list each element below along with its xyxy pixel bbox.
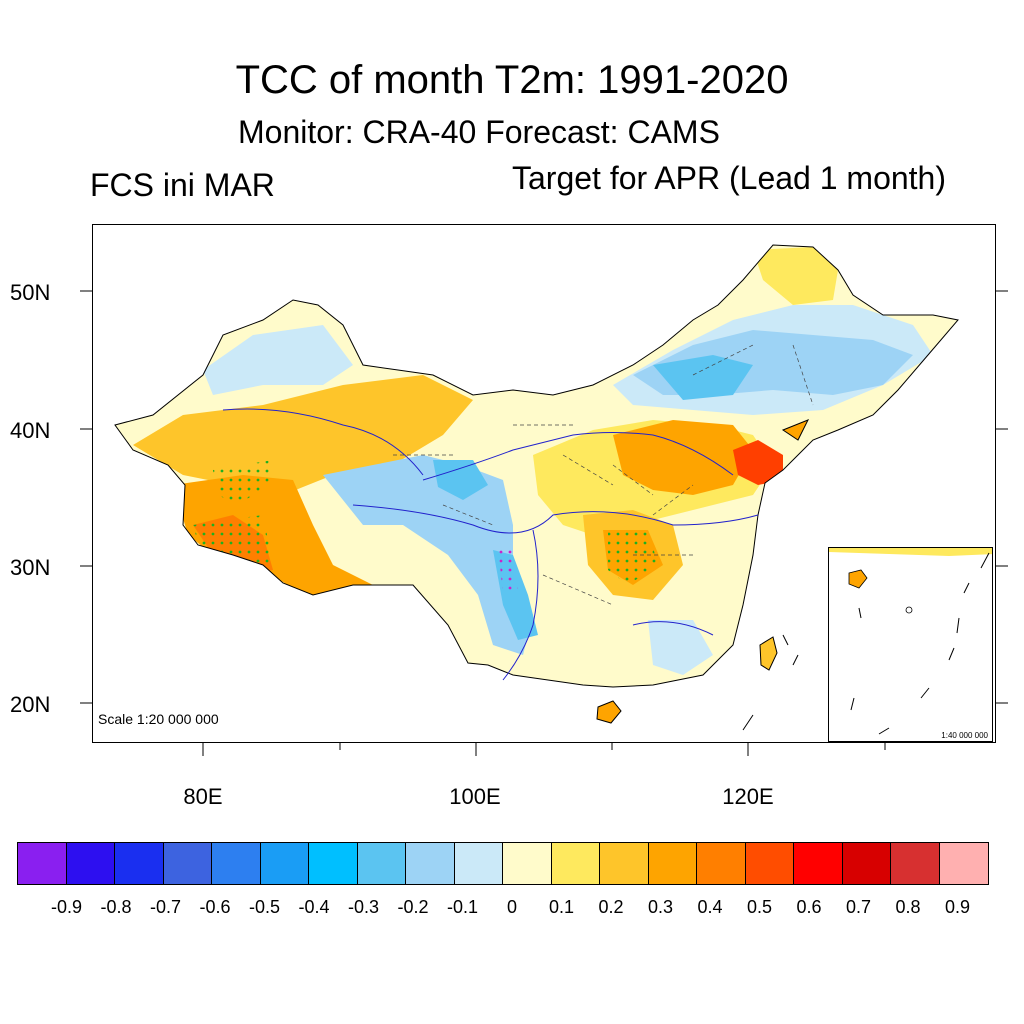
colorbar-tick-label: 0.6: [796, 897, 822, 917]
axis-ticks: [80, 290, 1008, 756]
map-scale-label: Scale 1:20 000 000: [98, 711, 219, 727]
south-china-sea-dashes: [742, 634, 799, 731]
tibet-orange-region: [173, 475, 373, 600]
lon-label-80e: 80E: [183, 784, 223, 809]
colorbar-box: [454, 843, 503, 884]
south-china-sea-inset: 1:40 000 000: [828, 547, 993, 742]
colorbar-box: [551, 843, 600, 884]
lat-label-20n: 20N: [10, 692, 51, 717]
colorbar-box: [406, 843, 455, 884]
colorbar: [17, 842, 989, 885]
colorbar-box: [503, 843, 552, 884]
colorbar-tick-label: -0.8: [100, 897, 132, 917]
target-label: Target for APR (Lead 1 month): [512, 160, 946, 196]
colorbar-tick-label: 0.4: [697, 897, 723, 917]
colorbar-box: [842, 843, 891, 884]
colorbar-box: [212, 843, 261, 884]
colorbar-tick-label: -0.7: [149, 897, 182, 917]
colorbar-tick-label: -0.6: [199, 897, 231, 917]
inset-nine-dash-line: [850, 552, 990, 735]
china-border: [114, 244, 959, 688]
xinjiang-north-blue-region: [203, 325, 353, 395]
shandong-red-region: [733, 440, 783, 485]
inset-scale-label: 1:40 000 000: [941, 731, 988, 740]
colorbar-tick-label: -0.3: [347, 897, 380, 917]
colorbar-box: [794, 843, 843, 884]
colorbar-box: [600, 843, 649, 884]
colorbar-tick-label: 0.7: [845, 897, 872, 917]
colorbar-box: [697, 843, 746, 884]
river-yangtze: [352, 504, 759, 534]
colorbar-box: [891, 843, 940, 884]
river-tarim: [222, 408, 424, 476]
colorbar-box: [648, 843, 697, 884]
colorbar-tick-label: 0.1: [548, 897, 575, 917]
colorbar-tick-label: 0.2: [598, 897, 624, 917]
colorbar-tick-label: 0.8: [895, 897, 921, 917]
colorbar-tick-label: 0: [506, 897, 517, 917]
mongolia-blue-core-region: [653, 355, 753, 400]
colorbar-box: [66, 843, 115, 884]
colorbar-tick-label: -0.1: [446, 897, 479, 917]
inset-map: [829, 548, 992, 735]
inset-coast: [829, 548, 992, 556]
lon-label-120e: 120E: [722, 784, 774, 809]
colorbar-tick-label: -0.5: [248, 897, 281, 917]
province-borders: [393, 344, 814, 606]
china-map: [114, 244, 959, 731]
lat-label-30n: 30N: [10, 555, 51, 580]
colorbar-box: [18, 843, 67, 884]
lat-label-40n: 40N: [10, 418, 51, 443]
colorbar-tick-label: -0.4: [298, 897, 330, 917]
significance-stipple-xinjiang: [213, 460, 273, 505]
significance-stipple-sichuan: [498, 545, 518, 595]
colorbar-box: [357, 843, 406, 884]
heilongjiang-yellow-region: [753, 247, 838, 305]
colorbar-box: [163, 843, 212, 884]
colorbar-tick-label: -0.2: [397, 897, 429, 917]
river-southwest: [502, 529, 539, 681]
colorbar-box: [309, 843, 358, 884]
inset-islands: [905, 606, 913, 614]
taiwan-island: [759, 636, 778, 671]
significance-stipple-hubei: [608, 530, 658, 585]
colorbar-box: [745, 843, 794, 884]
inset-hainan: [848, 569, 868, 589]
guangxi-blue-region: [648, 620, 713, 675]
river-yellow: [422, 432, 734, 481]
river-pearl: [632, 621, 714, 636]
map-panel: [92, 224, 996, 743]
colorbar-tick-label: 0.5: [746, 897, 773, 917]
colorbar-box: [939, 843, 988, 884]
colorbar-tick-label: 0.9: [944, 897, 971, 917]
colorbar-box: [115, 843, 164, 884]
initialization-label: FCS ini MAR: [90, 167, 275, 203]
hainan-island: [596, 700, 622, 724]
lon-label-100e: 100E: [449, 784, 501, 809]
colorbar-box: [260, 843, 309, 884]
north-china-orange-region: [613, 420, 753, 495]
lat-label-50n: 50N: [10, 280, 51, 305]
qinghai-blue-core-region: [433, 460, 488, 500]
plot-subtitle: Monitor: CRA-40 Forecast: CAMS: [238, 114, 720, 150]
liaodong-peninsula: [781, 419, 810, 441]
colorbar-tick-label: 0.3: [647, 897, 674, 917]
colorbar-tick-label: -0.9: [50, 897, 83, 917]
plot-title: TCC of month T2m: 1991-2020: [235, 58, 789, 102]
